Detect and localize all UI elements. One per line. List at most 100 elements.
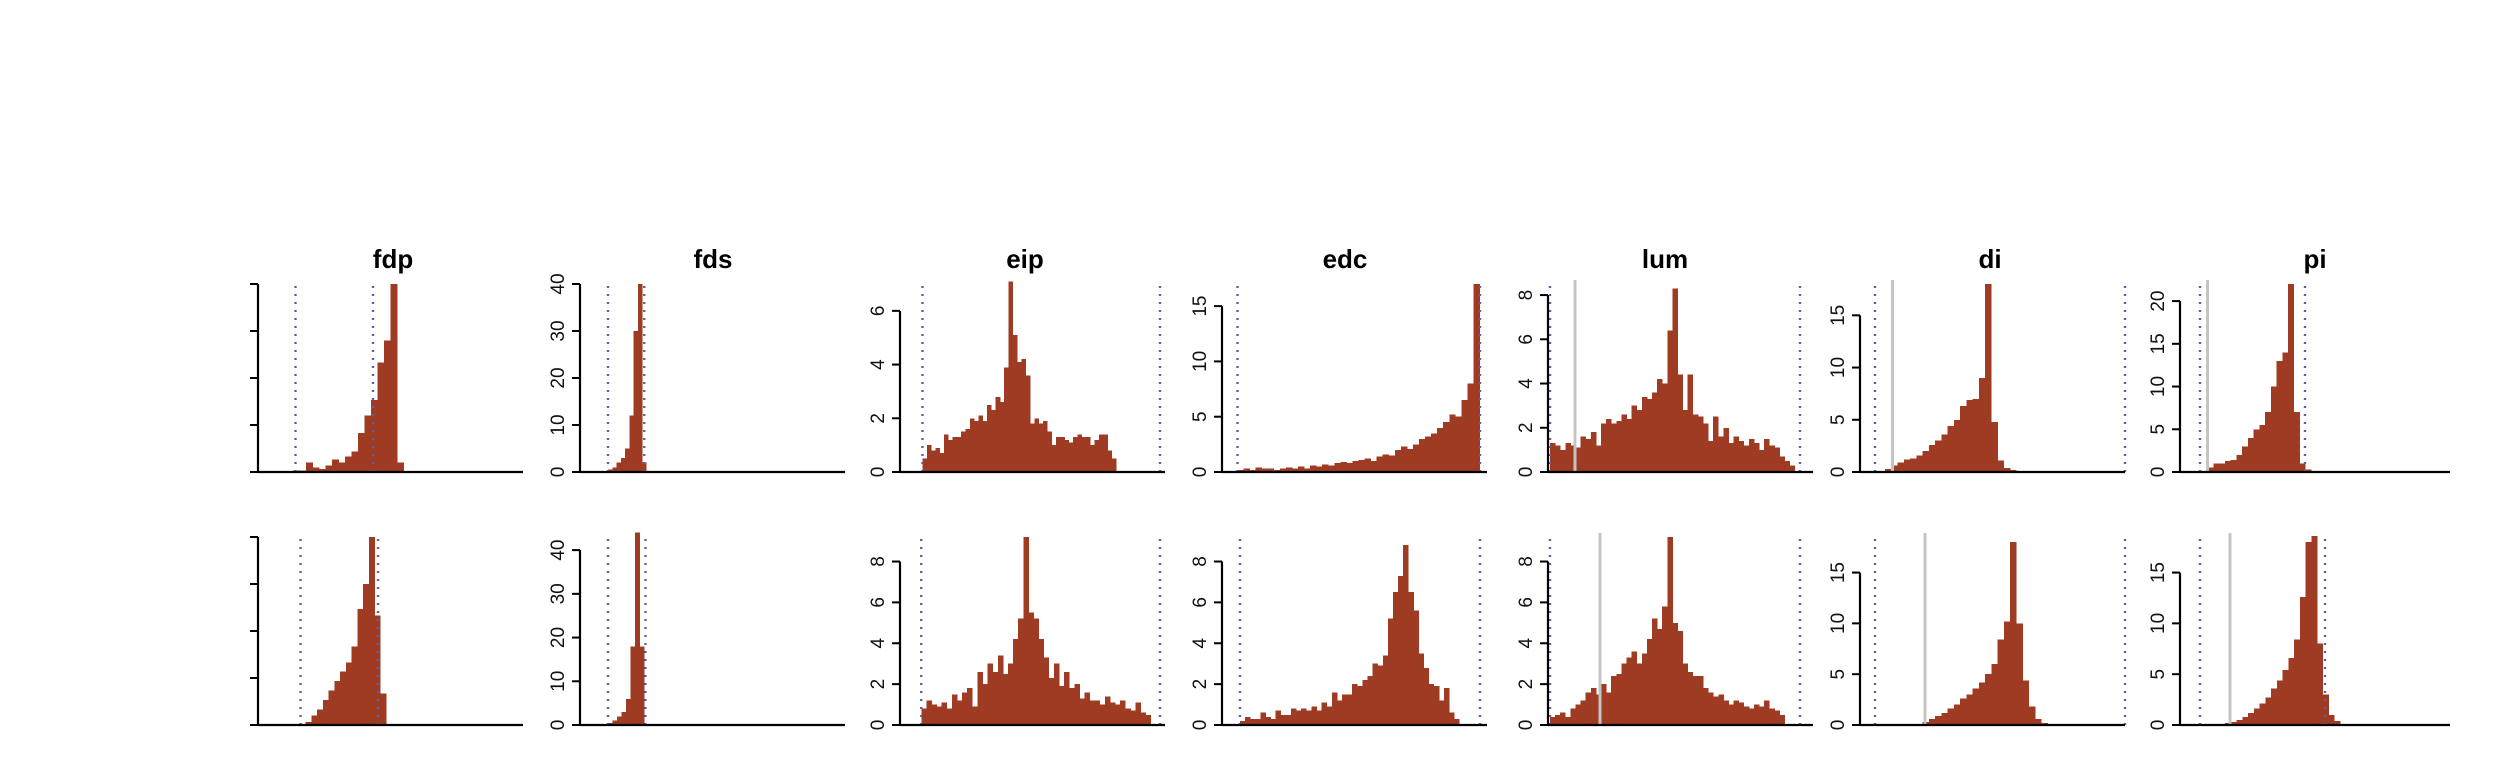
histogram-bar	[358, 432, 365, 472]
histogram-bar	[1652, 392, 1658, 472]
histogram-bar	[1094, 439, 1100, 472]
histogram-bar	[1038, 423, 1044, 472]
histogram-bar	[1997, 639, 2005, 725]
histogram-bar	[2259, 703, 2266, 725]
y-tick-label: 6	[1190, 597, 1211, 608]
y-tick-label: 2	[1516, 679, 1537, 690]
histogram-bar	[1060, 437, 1065, 472]
histogram-bar	[1279, 468, 1287, 472]
histogram-bar	[1419, 438, 1426, 472]
y-tick-label: 8	[1516, 556, 1537, 567]
histogram-bar	[1077, 434, 1082, 472]
panel-title: pi	[2303, 244, 2326, 274]
histogram-bar	[956, 700, 963, 725]
histogram-bar	[1423, 667, 1430, 725]
y-tick-label: 5	[1828, 414, 1849, 425]
histogram-bar	[1285, 714, 1292, 725]
histogram-bar	[1985, 284, 1992, 472]
y-tick-label: 0	[1516, 467, 1537, 478]
histogram-bar	[1784, 460, 1791, 472]
histogram-bar	[982, 684, 988, 725]
histogram-bar	[1321, 702, 1328, 725]
histogram-bar	[1449, 414, 1456, 472]
histogram-bar	[1038, 639, 1045, 725]
histogram-bar	[1362, 680, 1368, 725]
histogram-bar	[1449, 712, 1455, 725]
histogram-bar	[1769, 445, 1775, 472]
histogram-bar	[1916, 455, 1923, 472]
histogram-bar	[1774, 710, 1780, 725]
histogram-bar	[1764, 438, 1770, 472]
histogram-bar	[2288, 284, 2295, 472]
histogram-bar	[2276, 360, 2283, 472]
histogram-bar	[1928, 444, 1936, 472]
histogram-bar	[2003, 467, 2011, 472]
histogram-bar	[1590, 432, 1597, 472]
histogram-bar	[2276, 680, 2283, 725]
histogram-bar	[1073, 437, 1078, 472]
histogram-bar	[2299, 463, 2306, 472]
histogram-bar	[2010, 542, 2017, 725]
histogram-bar	[1291, 708, 1297, 725]
histogram-bar	[1428, 684, 1435, 725]
histogram-bar	[936, 706, 943, 725]
histogram-bar	[1346, 463, 1353, 472]
histogram-bar	[1408, 592, 1414, 725]
histogram-bar	[332, 459, 339, 472]
histogram-bar	[1728, 704, 1734, 725]
y-tick-label: 6	[1516, 597, 1537, 608]
histogram-bar	[2253, 708, 2260, 725]
histogram-bar	[1275, 710, 1282, 725]
histogram-bar	[1382, 454, 1390, 472]
histogram-bar	[1130, 710, 1136, 725]
histogram-bar	[345, 456, 352, 472]
y-tick-label: 4	[1190, 638, 1211, 649]
histogram-bar	[1560, 449, 1566, 472]
histogram-bar	[1034, 418, 1039, 472]
histogram-bar	[1023, 537, 1029, 725]
histogram-bar	[977, 671, 983, 725]
histogram-bar	[1636, 410, 1643, 472]
y-tick-label: 0	[548, 467, 569, 478]
histogram-bar	[1953, 419, 1961, 472]
y-tick-label: 15	[2148, 562, 2169, 583]
histogram-bar	[629, 415, 634, 472]
histogram-bar	[1769, 708, 1775, 725]
histogram-bar	[620, 457, 626, 472]
histogram-bar	[2028, 706, 2036, 725]
histogram-bar	[1703, 423, 1709, 472]
y-tick-label: 20	[548, 367, 569, 388]
histogram-bar	[1928, 718, 1936, 725]
histogram-bar	[1245, 716, 1251, 725]
histogram-bar	[2282, 670, 2289, 725]
histogram-bar	[1978, 682, 1986, 725]
histogram-bar	[946, 708, 953, 725]
histogram-bar	[1626, 418, 1632, 472]
histogram-bar	[2236, 719, 2243, 725]
histogram-bar	[1064, 439, 1070, 472]
histogram-bar	[1743, 706, 1750, 725]
y-tick-label: 20	[2148, 291, 2169, 312]
histogram-bar	[312, 467, 320, 472]
histogram-bar	[1357, 686, 1363, 725]
histogram-bar	[374, 615, 381, 725]
y-tick-label: 0	[1516, 720, 1537, 731]
histogram-bar	[1444, 688, 1450, 725]
histogram-panel: 0 2 4 6 8	[1516, 533, 1813, 730]
histogram-bar	[1025, 375, 1031, 472]
histogram-bar	[1094, 700, 1101, 725]
y-tick-label: 40	[548, 540, 569, 561]
histogram-bar	[1662, 383, 1668, 472]
histogram-bar	[1941, 434, 1948, 472]
y-tick-label: 30	[548, 320, 569, 341]
y-tick-label: 40	[548, 273, 569, 294]
y-tick-label: 5	[1190, 411, 1211, 422]
histogram-bar	[1621, 663, 1627, 725]
histogram-panel: fdp	[250, 244, 523, 474]
histogram-bar	[1243, 468, 1250, 472]
histogram-bar	[1960, 698, 1967, 725]
y-tick-label: 5	[2148, 424, 2169, 435]
histogram-bar	[1270, 718, 1277, 725]
histogram-bar	[1718, 694, 1724, 725]
y-tick-label: 0	[2148, 720, 2169, 731]
